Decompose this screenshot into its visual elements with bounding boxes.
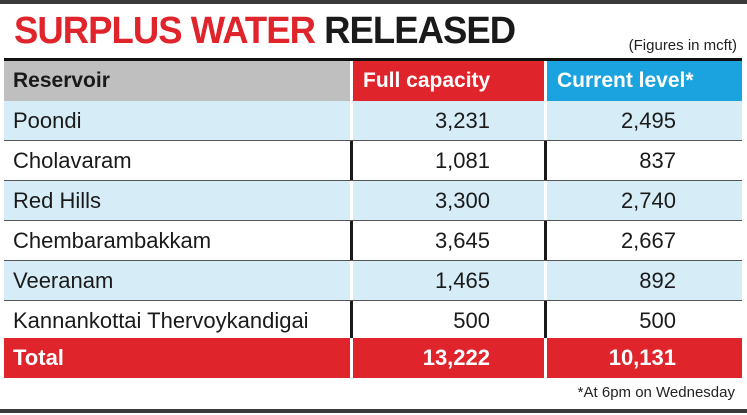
title-part-red: SURPLUS WATER xyxy=(14,10,316,52)
full-capacity-value: 500 xyxy=(350,301,544,340)
bottom-rule xyxy=(0,409,747,413)
table-row: Red Hills 3,300 2,740 xyxy=(4,181,742,221)
table-row: Kannankottai Thervoykandigai 500 500 xyxy=(4,301,742,341)
full-capacity-value: 1,081 xyxy=(350,141,544,180)
table-row: Poondi 3,231 2,495 xyxy=(4,101,742,141)
current-level-value: 500 xyxy=(544,301,742,340)
total-label: Total xyxy=(4,338,350,378)
current-level-value: 2,495 xyxy=(544,101,742,140)
reservoir-name: Chembarambakkam xyxy=(4,221,350,260)
current-level-value: 2,740 xyxy=(544,181,742,220)
reservoir-name: Red Hills xyxy=(4,181,350,220)
current-level-value: 892 xyxy=(544,261,742,300)
footnote: *At 6pm on Wednesday xyxy=(577,384,735,401)
current-level-value: 2,667 xyxy=(544,221,742,260)
reservoir-name: Veeranam xyxy=(4,261,350,300)
table-row: Cholavaram 1,081 837 xyxy=(4,141,742,181)
reservoir-name: Cholavaram xyxy=(4,141,350,180)
table-header-row: Reservoir Full capacity Current level* xyxy=(4,61,742,101)
header-current-level: Current level* xyxy=(544,61,742,101)
header-reservoir: Reservoir xyxy=(4,61,350,101)
units-note: (Figures in mcft) xyxy=(628,37,737,54)
current-level-value: 837 xyxy=(544,141,742,180)
table-total-row: Total 13,222 10,131 xyxy=(4,338,742,378)
reservoir-name: Poondi xyxy=(4,101,350,140)
table-row: Chembarambakkam 3,645 2,667 xyxy=(4,221,742,261)
total-full-capacity: 13,222 xyxy=(350,338,544,378)
full-capacity-value: 3,231 xyxy=(350,101,544,140)
total-current-level: 10,131 xyxy=(544,338,742,378)
title-part-black: RELEASED xyxy=(324,10,516,52)
header-full-capacity: Full capacity xyxy=(350,61,544,101)
reservoir-name: Kannankottai Thervoykandigai xyxy=(4,301,350,340)
table-row: Veeranam 1,465 892 xyxy=(4,261,742,301)
full-capacity-value: 3,300 xyxy=(350,181,544,220)
chart-title: SURPLUS WATER RELEASED xyxy=(14,8,516,54)
reservoir-table: Reservoir Full capacity Current level* P… xyxy=(4,58,742,378)
top-rule xyxy=(0,0,747,4)
full-capacity-value: 3,645 xyxy=(350,221,544,260)
full-capacity-value: 1,465 xyxy=(350,261,544,300)
